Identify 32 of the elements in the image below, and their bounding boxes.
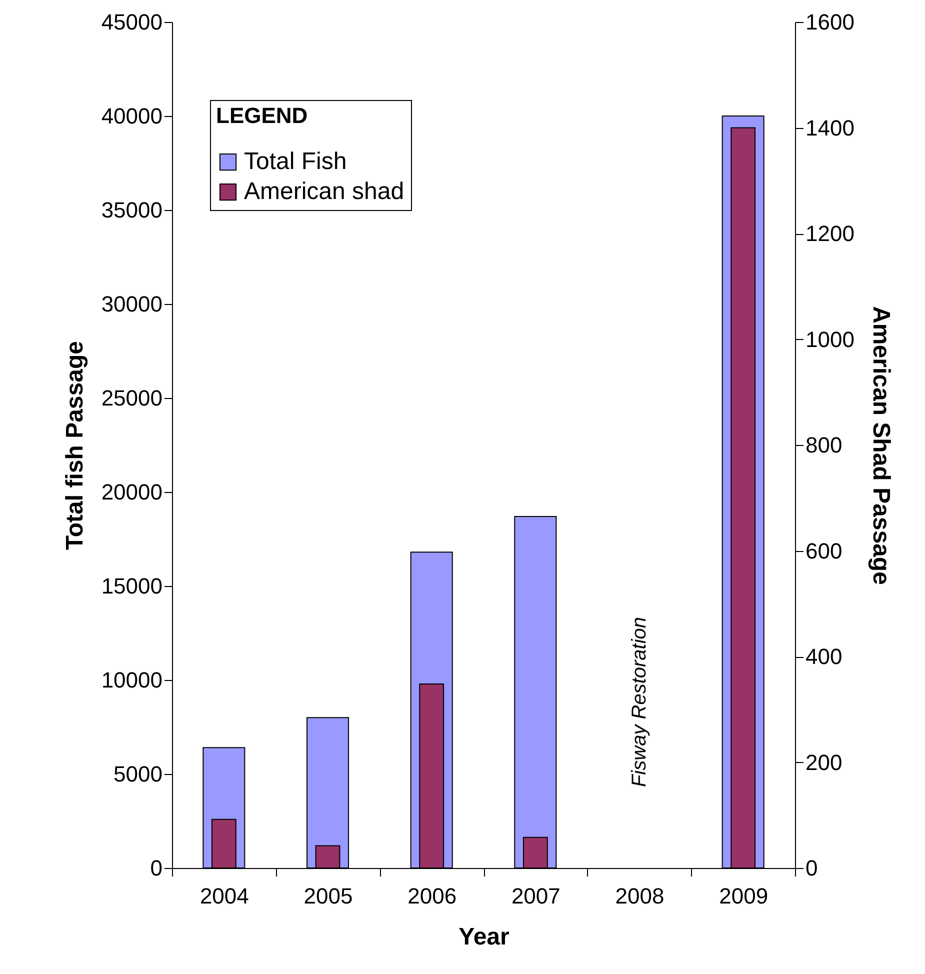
y2-tick-label: 1400 [806, 115, 854, 140]
y-tick-label: 0 [150, 856, 162, 880]
y2-tick-label: 600 [806, 538, 842, 564]
legend-label: Total Fish [244, 148, 347, 175]
y2-axis-title: American Shad Passage [867, 306, 894, 585]
y2-tick-label: 400 [806, 644, 842, 669]
x-tick-label: 2009 [719, 884, 768, 908]
y-tick-label: 20000 [101, 480, 162, 504]
y2-tick-label: 0 [806, 856, 818, 880]
y-tick-label: 30000 [101, 292, 162, 316]
y-tick-label: 25000 [101, 386, 162, 410]
y-tick-label: 40000 [101, 104, 162, 128]
x-tick-label: 2008 [615, 884, 664, 908]
legend-title: LEGEND [216, 103, 308, 128]
x-tick-label: 2007 [511, 884, 560, 908]
y-axis-title: Total fish Passage [61, 341, 88, 550]
y2-tick-label: 1200 [806, 221, 854, 246]
annotation: Fisway Restoration [628, 616, 650, 788]
y-tick-label: 35000 [101, 198, 162, 222]
y2-tick-label: 800 [806, 432, 842, 458]
y-tick-label: 10000 [101, 668, 162, 692]
legend-label: American shad [244, 178, 404, 205]
y-tick-label: 15000 [101, 574, 162, 598]
x-tick-label: 2004 [200, 884, 249, 908]
y-tick-label: 5000 [114, 762, 162, 786]
x-tick-label: 2006 [408, 884, 457, 908]
y2-tick-label: 200 [806, 750, 842, 775]
x-tick-label: 2005 [304, 884, 353, 908]
y2-tick-label: 1600 [806, 10, 854, 34]
y-tick-label: 45000 [101, 10, 162, 34]
y2-tick-label: 1000 [806, 326, 854, 352]
x-axis-title: Year [458, 924, 510, 950]
